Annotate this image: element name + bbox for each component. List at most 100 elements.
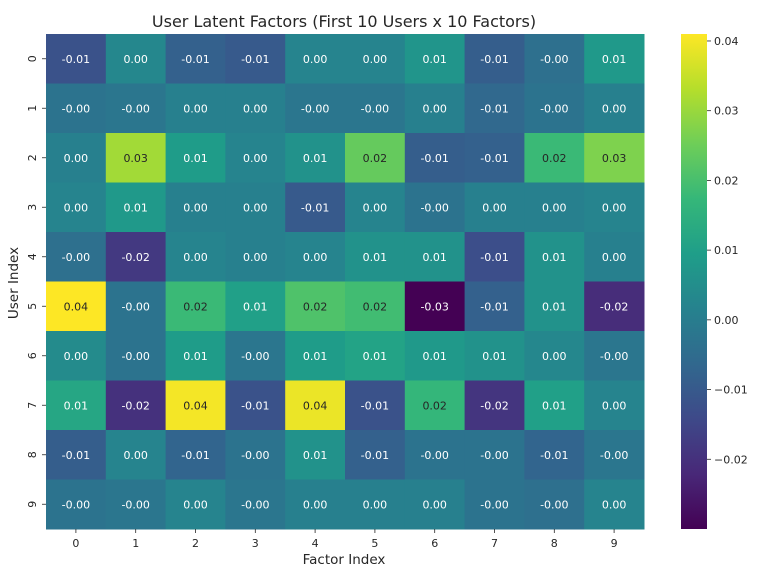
heatmap-cell: [345, 380, 406, 431]
cell-value-label: 0.02: [183, 300, 208, 313]
x-tick-label: 4: [312, 537, 319, 550]
cell-value-label: 0.01: [64, 399, 89, 412]
heatmap-cell: [285, 232, 346, 282]
cell-value-label: 0.01: [243, 300, 268, 313]
heatmap-cell: [345, 232, 406, 282]
heatmap-cell: [345, 281, 406, 332]
y-tick-label: 3: [26, 204, 39, 211]
cell-value-label: -0.00: [121, 300, 149, 313]
heatmap-cell: [345, 182, 406, 233]
heatmap-cells: [46, 34, 645, 530]
cell-value-label: -0.03: [420, 300, 448, 313]
colorbar-tick-label: 0.00: [714, 314, 739, 327]
cell-value-label: 0.01: [183, 152, 208, 165]
heatmap-cell: [464, 232, 525, 282]
y-tick-label: 5: [26, 303, 39, 310]
cell-value-label: 0.00: [482, 201, 507, 214]
heatmap-cell: [165, 34, 226, 84]
cell-value-label: 0.01: [303, 350, 328, 363]
heatmap-cell: [464, 133, 525, 183]
cell-value-label: -0.01: [241, 399, 269, 412]
heatmap-cell: [404, 232, 466, 282]
y-tick-label: 7: [26, 402, 39, 409]
y-tick-label: 4: [26, 253, 39, 260]
heatmap-cell: [285, 430, 346, 480]
cell-value-label: -0.01: [181, 449, 209, 462]
heatmap-cell-labels: -0.01 0.00 -0.01 -0.01 0.00 0.00 0.01 -0.01 -0.0…: [62, 53, 629, 512]
heatmap-cell: [584, 479, 645, 530]
heatmap-cell: [46, 430, 107, 480]
heatmap-cell: [165, 380, 226, 431]
cell-value-label: 0.03: [123, 152, 148, 165]
colorbar-tick-label: 0.03: [714, 105, 739, 118]
cell-value-label: -0.00: [62, 498, 90, 511]
cell-value-label: 0.01: [183, 350, 208, 363]
cell-value-label: -0.01: [480, 53, 508, 66]
heatmap-cell: [105, 182, 167, 233]
heatmap-cell: [584, 232, 645, 282]
heatmap-cell: [464, 83, 525, 134]
cell-value-label: 0.00: [422, 498, 447, 511]
cell-value-label: 0.01: [482, 350, 507, 363]
cell-value-label: 0.00: [422, 102, 447, 115]
cell-value-label: -0.01: [480, 102, 508, 115]
cell-value-label: -0.01: [181, 53, 209, 66]
chart-title: User Latent Factors (First 10 Users x 10…: [152, 12, 536, 31]
heatmap-cell: [105, 83, 167, 134]
cell-value-label: -0.00: [480, 498, 508, 511]
cell-value-label: 0.00: [123, 449, 148, 462]
cell-value-label: -0.01: [301, 201, 329, 214]
x-tick-label: 7: [491, 537, 498, 550]
heatmap-cell: [46, 331, 107, 381]
heatmap-cell: [524, 331, 585, 381]
heatmap-cell: [404, 430, 466, 480]
cell-value-label: -0.01: [62, 449, 90, 462]
heatmap-cell: [404, 281, 466, 332]
heatmap-cell: [285, 182, 346, 233]
heatmap-cell: [105, 479, 167, 530]
cell-value-label: -0.00: [241, 350, 269, 363]
cell-value-label: 0.00: [243, 201, 268, 214]
cell-value-label: 0.00: [243, 251, 268, 264]
cell-value-label: -0.00: [420, 449, 448, 462]
y-tick-label: 1: [26, 105, 39, 112]
cell-value-label: -0.01: [420, 152, 448, 165]
heatmap-cell: [46, 34, 107, 84]
cell-value-label: 0.01: [123, 201, 148, 214]
cell-value-label: 0.00: [602, 102, 627, 115]
cell-value-label: 0.04: [303, 399, 328, 412]
x-tick-label: 6: [431, 537, 438, 550]
heatmap-cell: [404, 182, 466, 233]
colorbar-tick-label: 0.01: [714, 244, 739, 257]
cell-value-label: -0.00: [540, 53, 568, 66]
heatmap-cell: [165, 281, 226, 332]
cell-value-label: 0.01: [363, 350, 388, 363]
y-tick-label: 9: [26, 501, 39, 508]
x-tick-label: 2: [192, 537, 199, 550]
heatmap-cell: [285, 34, 346, 84]
cell-value-label: 0.02: [363, 300, 388, 313]
heatmap-cell: [345, 430, 406, 480]
cell-value-label: 0.00: [363, 53, 388, 66]
heatmap-cell: [225, 182, 286, 233]
heatmap-cell: [225, 34, 286, 84]
cell-value-label: -0.01: [361, 449, 389, 462]
cell-value-label: 0.01: [422, 251, 447, 264]
heatmap-cell: [165, 479, 226, 530]
cell-value-label: 0.00: [363, 498, 388, 511]
x-tick-label: 3: [252, 537, 259, 550]
heatmap-cell: [285, 331, 346, 381]
cell-value-label: -0.00: [62, 102, 90, 115]
heatmap-cell: [165, 133, 226, 183]
cell-value-label: -0.02: [121, 251, 149, 264]
cell-value-label: 0.00: [602, 399, 627, 412]
cell-value-label: 0.02: [422, 399, 447, 412]
heatmap-cell: [105, 331, 167, 381]
heatmap-cell: [225, 380, 286, 431]
cell-value-label: 0.00: [64, 350, 89, 363]
heatmap-cell: [285, 281, 346, 332]
heatmap-cell: [524, 430, 585, 480]
heatmap-cell: [285, 133, 346, 183]
cell-value-label: -0.01: [241, 53, 269, 66]
cell-value-label: 0.02: [542, 152, 567, 165]
